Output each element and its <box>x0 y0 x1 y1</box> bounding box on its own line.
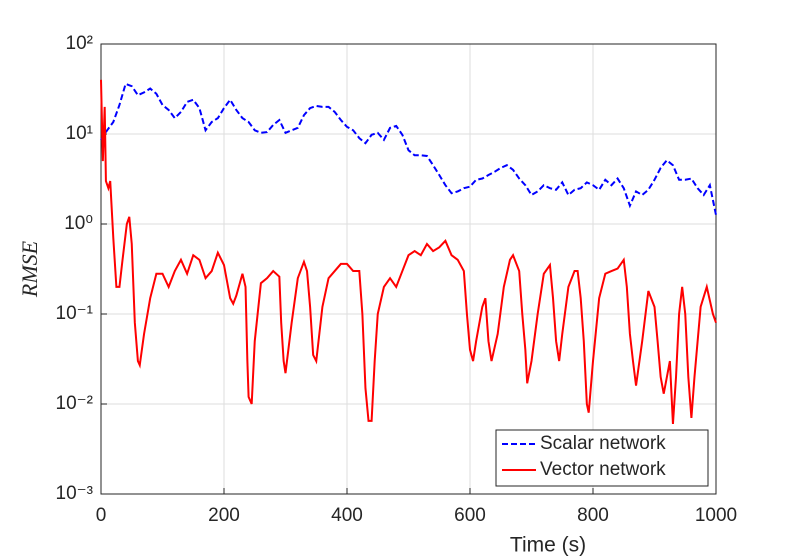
y-tick-label: 10¹ <box>66 123 93 144</box>
series-line <box>100 82 717 216</box>
legend-label: Vector network <box>540 459 666 480</box>
x-tick-label: 600 <box>454 505 486 526</box>
x-axis-label: Time (s) <box>510 534 586 557</box>
y-tick-label: 10⁰ <box>64 213 93 234</box>
legend-box <box>495 429 709 487</box>
x-tick-label: 1000 <box>695 505 737 526</box>
series-line <box>100 79 717 425</box>
plot-frame <box>100 43 717 495</box>
legend: Scalar network Vector network <box>495 429 709 487</box>
x-tick-label: 200 <box>208 505 240 526</box>
y-tick-label: 10⁻³ <box>56 483 94 504</box>
y-tick-label: 10⁻¹ <box>56 303 94 324</box>
plot-area <box>101 44 716 494</box>
x-tick-label: 0 <box>96 505 107 526</box>
x-tick-label: 400 <box>331 505 363 526</box>
legend-label: Scalar network <box>540 433 666 454</box>
y-axis-label: RMSE <box>17 240 42 298</box>
y-tick-label: 10⁻² <box>56 393 94 414</box>
y-tick-label: 10² <box>66 33 93 54</box>
x-tick-label: 800 <box>577 505 609 526</box>
